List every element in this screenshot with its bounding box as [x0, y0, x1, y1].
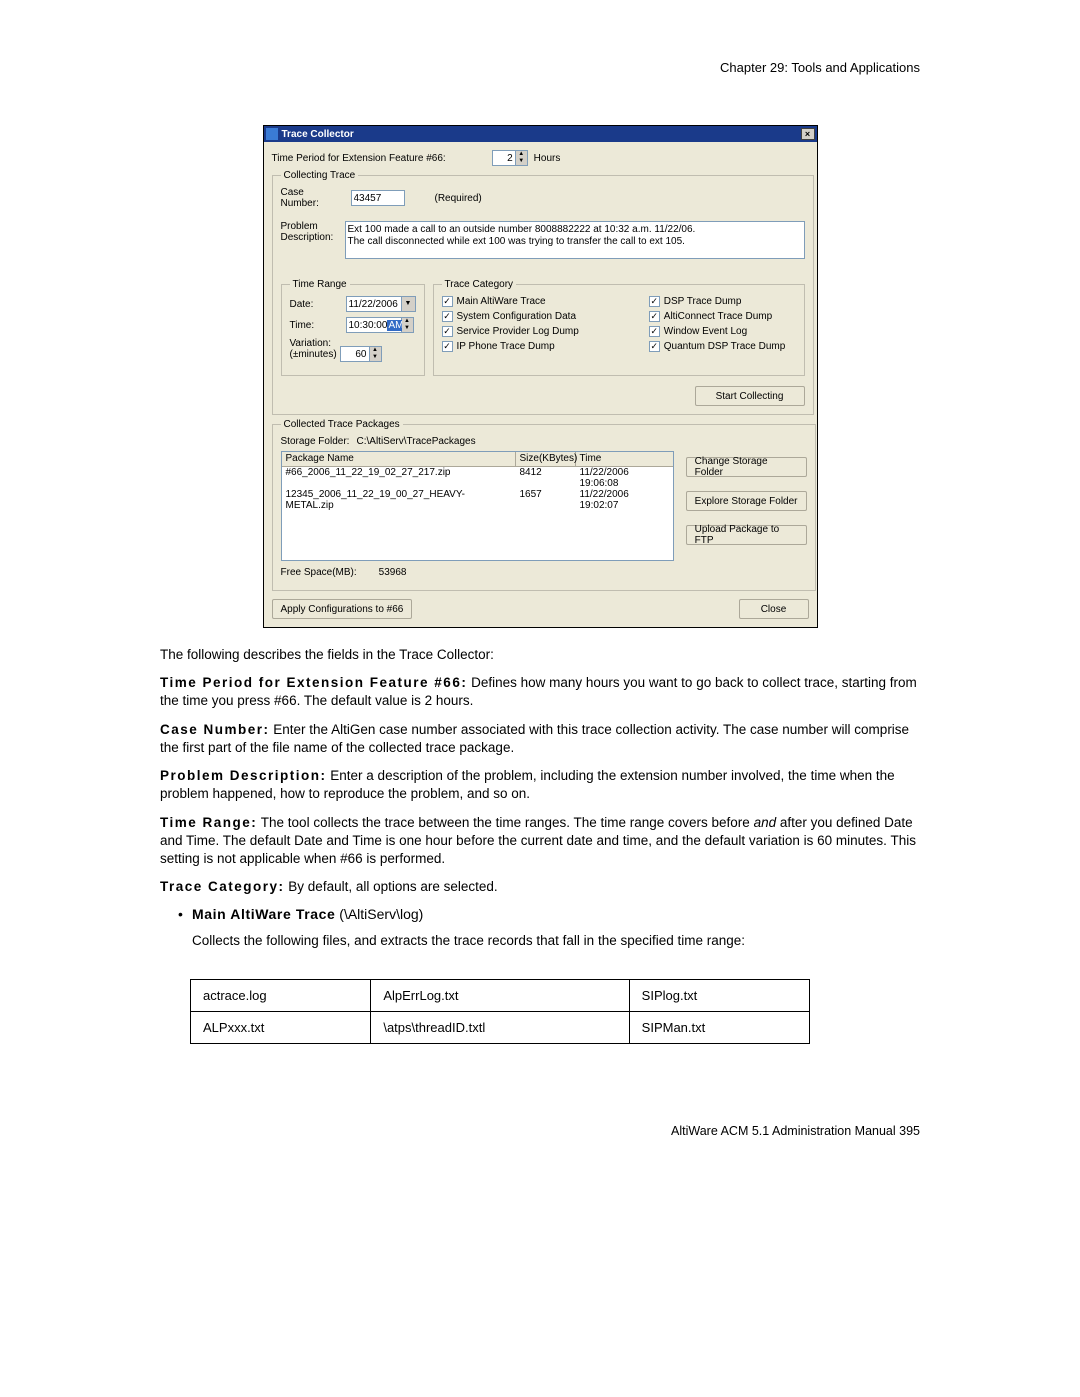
col-package-name[interactable]: Package Name: [282, 452, 516, 466]
checkbox[interactable]: ✓: [649, 296, 660, 307]
change-storage-button[interactable]: Change Storage Folder: [686, 457, 807, 477]
checkbox[interactable]: ✓: [442, 296, 453, 307]
checkbox[interactable]: ✓: [442, 326, 453, 337]
trace-cat-col-right: ✓DSP Trace Dump ✓AltiConnect Trace Dump …: [649, 296, 786, 352]
col-time[interactable]: Time: [576, 452, 673, 466]
table-row: actrace.log AlpErrLog.txt SIPlog.txt: [191, 979, 810, 1011]
time-period-spinner[interactable]: ▲▼: [492, 150, 528, 166]
table-cell: ALPxxx.txt: [191, 1011, 371, 1043]
table-row[interactable]: 12345_2006_11_22_19_00_27_HEAVY-METAL.zi…: [282, 489, 673, 511]
table-row[interactable]: #66_2006_11_22_19_02_27_217.zip 8412 11/…: [282, 467, 673, 489]
checkbox[interactable]: ✓: [442, 311, 453, 322]
bullet-body: Collects the following files, and extrac…: [192, 932, 745, 950]
table-cell: actrace.log: [191, 979, 371, 1011]
checkbox[interactable]: ✓: [649, 311, 660, 322]
trace-cat-col-left: ✓ Main AltiWare Trace ✓ System Configurati…: [442, 296, 579, 352]
time-range-group: Time Range Date: ▼ Time: 10:30:00 AM: [281, 279, 425, 376]
package-listview[interactable]: Package Name Size(KBytes) Time #66_2006_…: [281, 451, 674, 561]
trace-category-legend: Trace Category: [442, 279, 517, 290]
time-label: Time:: [290, 320, 340, 331]
close-button[interactable]: Close: [739, 599, 809, 619]
problem-description-input[interactable]: Ext 100 made a call to an outside number…: [345, 221, 805, 259]
para-time-period: Time Period for Extension Feature #66: D…: [160, 674, 920, 710]
chapter-header: Chapter 29: Tools and Applications: [160, 60, 920, 75]
checkbox[interactable]: ✓: [442, 341, 453, 352]
checkbox[interactable]: ✓: [649, 341, 660, 352]
date-label: Date:: [290, 299, 340, 310]
table-row: ALPxxx.txt \atps\threadID.txtl SIPMan.tx…: [191, 1011, 810, 1043]
bullet-main-altiware: • Main AltiWare Trace (\AltiServ\log) Co…: [178, 906, 920, 960]
files-table: actrace.log AlpErrLog.txt SIPlog.txt ALP…: [190, 979, 810, 1044]
time-period-input[interactable]: [492, 150, 516, 166]
spin-up-icon[interactable]: ▲: [516, 151, 527, 158]
intro-text: The following describes the fields in th…: [160, 646, 920, 664]
para-trace-category: Trace Category: By default, all options …: [160, 878, 920, 896]
collecting-trace-group: Collecting Trace Case Number: (Required)…: [272, 170, 814, 415]
time-period-unit: Hours: [534, 153, 561, 164]
start-collecting-button[interactable]: Start Collecting: [695, 386, 805, 406]
app-icon: [266, 128, 278, 140]
table-cell: SIPMan.txt: [629, 1011, 809, 1043]
checkbox-label: IP Phone Trace Dump: [457, 341, 555, 352]
page-footer: AltiWare ACM 5.1 Administration Manual 3…: [160, 1124, 920, 1138]
case-number-label: Case Number:: [281, 187, 345, 209]
checkbox-label: AltiConnect Trace Dump: [664, 311, 772, 322]
spin-down-icon[interactable]: ▼: [370, 354, 381, 361]
para-time-range: Time Range: The tool collects the trace …: [160, 814, 920, 869]
variation-label-1: Variation:: [290, 338, 340, 349]
apply-config-button[interactable]: Apply Configurations to #66: [272, 599, 413, 619]
table-cell: AlpErrLog.txt: [371, 979, 629, 1011]
para-problem-desc: Problem Description: Enter a description…: [160, 767, 920, 803]
table-cell: SIPlog.txt: [629, 979, 809, 1011]
time-range-legend: Time Range: [290, 279, 350, 290]
window-title: Trace Collector: [282, 129, 354, 140]
variation-input[interactable]: [340, 346, 370, 362]
spin-down-icon[interactable]: ▼: [402, 325, 413, 332]
collected-packages-group: Collected Trace Packages Storage Folder:…: [272, 419, 816, 591]
checkbox-label: System Configuration Data: [457, 311, 577, 322]
trace-category-group: Trace Category ✓ Main AltiWare Trace ✓ Sys…: [433, 279, 805, 376]
free-space-label: Free Space(MB):: [281, 567, 357, 578]
time-input[interactable]: 10:30:00 AM: [346, 317, 402, 333]
case-number-input[interactable]: [351, 190, 405, 206]
checkbox-label: Main AltiWare Trace: [457, 296, 546, 307]
spin-down-icon[interactable]: ▼: [516, 158, 527, 165]
free-space-value: 53968: [379, 567, 407, 578]
checkbox[interactable]: ✓: [649, 326, 660, 337]
spin-up-icon[interactable]: ▲: [402, 318, 413, 325]
storage-folder-label: Storage Folder:: [281, 436, 351, 447]
problem-label-1: Problem: [281, 221, 339, 232]
upload-ftp-button[interactable]: Upload Package to FTP: [686, 525, 807, 545]
checkbox-label: DSP Trace Dump: [664, 296, 742, 307]
checkbox-label: Quantum DSP Trace Dump: [664, 341, 786, 352]
titlebar: Trace Collector ×: [264, 126, 817, 142]
table-cell: \atps\threadID.txtl: [371, 1011, 629, 1043]
required-label: (Required): [435, 193, 482, 204]
collected-packages-legend: Collected Trace Packages: [281, 419, 403, 430]
trace-collector-window: Trace Collector × Time Period for Extens…: [263, 125, 818, 628]
storage-folder-path: C:\AltiServ\TracePackages: [357, 436, 476, 447]
close-icon[interactable]: ×: [801, 128, 815, 140]
date-input[interactable]: [346, 296, 402, 312]
spin-up-icon[interactable]: ▲: [370, 347, 381, 354]
checkbox-label: Service Provider Log Dump: [457, 326, 579, 337]
col-size[interactable]: Size(KBytes): [516, 452, 576, 466]
date-dropdown-icon[interactable]: ▼: [402, 296, 416, 312]
checkbox-label: Window Event Log: [664, 326, 747, 337]
problem-label-2: Description:: [281, 232, 339, 243]
variation-label-2: (±minutes): [290, 349, 340, 360]
collecting-trace-legend: Collecting Trace: [281, 170, 359, 181]
time-period-label: Time Period for Extension Feature #66:: [272, 153, 446, 164]
para-case-number: Case Number: Enter the AltiGen case numb…: [160, 721, 920, 757]
explore-storage-button[interactable]: Explore Storage Folder: [686, 491, 807, 511]
